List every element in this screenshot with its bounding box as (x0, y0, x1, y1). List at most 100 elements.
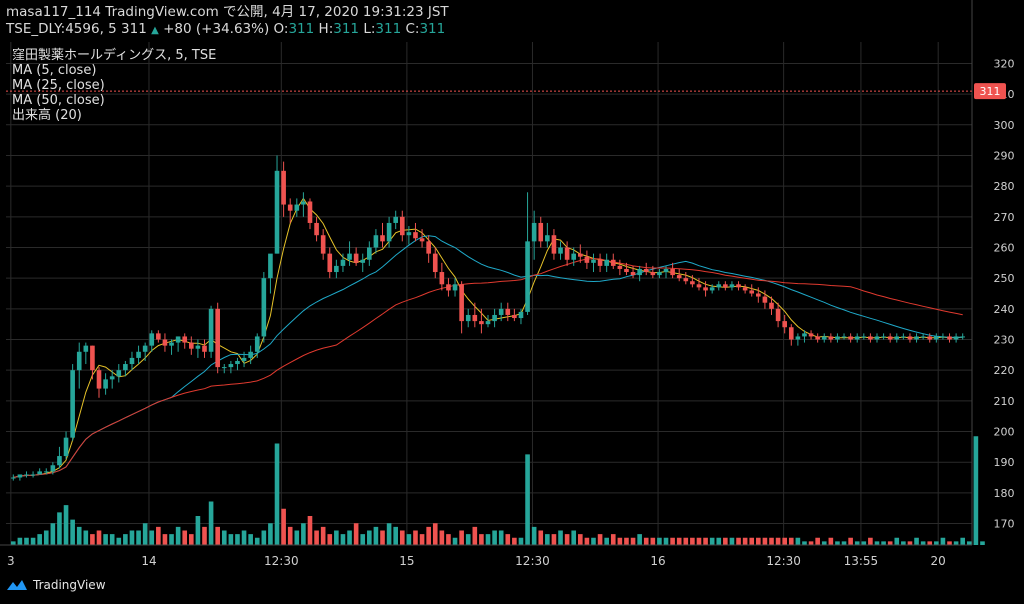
candle-body (367, 247, 372, 260)
candle (934, 333, 939, 343)
candle-body (841, 336, 847, 338)
volume-bar (43, 530, 49, 545)
candle (821, 333, 827, 343)
candle-body (228, 364, 234, 368)
y-tick-label: 210 (994, 395, 1015, 408)
volume-bar (380, 530, 385, 545)
candle-body (419, 238, 425, 242)
last-price-tag (974, 83, 1006, 100)
candle-body (50, 465, 56, 472)
candle (347, 241, 352, 266)
candle (123, 360, 128, 377)
candle (353, 247, 359, 266)
volume-bar (716, 537, 722, 545)
volume-bar (894, 537, 900, 545)
volume-bar (762, 537, 768, 545)
legend-ma25[interactable]: MA (25, close) (12, 78, 105, 93)
candle-body (723, 284, 728, 288)
volume-bar (287, 526, 293, 545)
candle (887, 333, 893, 343)
up-triangle-icon: ▲ (151, 25, 159, 36)
volume-bar (742, 537, 748, 545)
candle-body (241, 357, 247, 361)
volume-bar (268, 523, 273, 545)
candle (465, 308, 471, 328)
volume-bar (294, 530, 300, 545)
symbol-line: TSE_DLY:4596, 5 311 ▲ +80 (+34.63%) O:31… (6, 21, 449, 39)
volume-bar (189, 534, 194, 545)
volume-bar (934, 541, 939, 545)
volume-bar (301, 523, 306, 545)
candle-body (729, 284, 735, 288)
candle (314, 216, 319, 242)
candle (254, 333, 260, 358)
candle (287, 198, 293, 223)
volume-bar (492, 530, 497, 545)
candle (630, 265, 636, 279)
candle-body (498, 308, 504, 315)
candle (393, 210, 399, 230)
candle-body (756, 293, 761, 297)
volume-bar (327, 534, 333, 545)
volume-bar (426, 526, 431, 545)
volume-bar (551, 534, 557, 545)
volume-bar (439, 530, 445, 545)
close-value: 311 (419, 21, 446, 37)
candle (446, 278, 451, 297)
volume-bar (610, 534, 616, 545)
candle-body (446, 284, 451, 291)
candle (485, 314, 491, 328)
volume-bar (756, 537, 761, 545)
candle-body (558, 247, 563, 254)
candle-body (221, 367, 227, 369)
legend-ma5[interactable]: MA (5, close) (12, 63, 97, 78)
volume-bar (947, 541, 952, 545)
candle-body (142, 345, 148, 352)
volume-bar (966, 541, 972, 545)
candle (479, 308, 484, 334)
candle (399, 210, 405, 242)
volume-bar (940, 537, 946, 545)
candle-body (63, 437, 69, 457)
candle-body (353, 253, 359, 263)
volume-bar (828, 537, 834, 545)
candle (591, 253, 596, 273)
high-value: 311 (333, 21, 360, 37)
candle (709, 284, 715, 294)
candle (663, 265, 669, 279)
candle-body (393, 216, 399, 223)
candle (129, 351, 135, 371)
candle-body (868, 336, 873, 340)
candle (901, 333, 906, 340)
candle-body (136, 351, 141, 358)
volume-bar (736, 537, 741, 545)
candle-body (116, 370, 122, 377)
candle-body (545, 235, 550, 242)
candle-body (736, 284, 741, 288)
tradingview-brand[interactable]: TradingView (6, 578, 106, 592)
candle (294, 198, 300, 217)
candle-body (749, 290, 755, 294)
volume-bar (149, 530, 155, 545)
candle (676, 268, 682, 282)
legend-ma50[interactable]: MA (50, close) (12, 93, 105, 108)
ma5-line (13, 197, 963, 478)
candle (189, 336, 194, 355)
volume-bar (452, 537, 458, 545)
candle-body (815, 336, 820, 340)
candle (215, 302, 220, 374)
low-label: L: (363, 21, 376, 37)
volume-bar (564, 534, 570, 545)
legend-volume[interactable]: 出来高 (20) (12, 108, 82, 123)
legend-symbol-title[interactable]: 窪田製薬ホールディングス, 5, TSE (12, 48, 217, 63)
candlesticks (10, 155, 966, 481)
volume-bar (221, 530, 227, 545)
candle-body (690, 281, 695, 285)
candle (854, 333, 860, 343)
candle (690, 275, 695, 288)
candle (281, 161, 286, 217)
candle-body (202, 345, 207, 352)
candle-body (334, 265, 339, 273)
candle-body (775, 308, 781, 322)
